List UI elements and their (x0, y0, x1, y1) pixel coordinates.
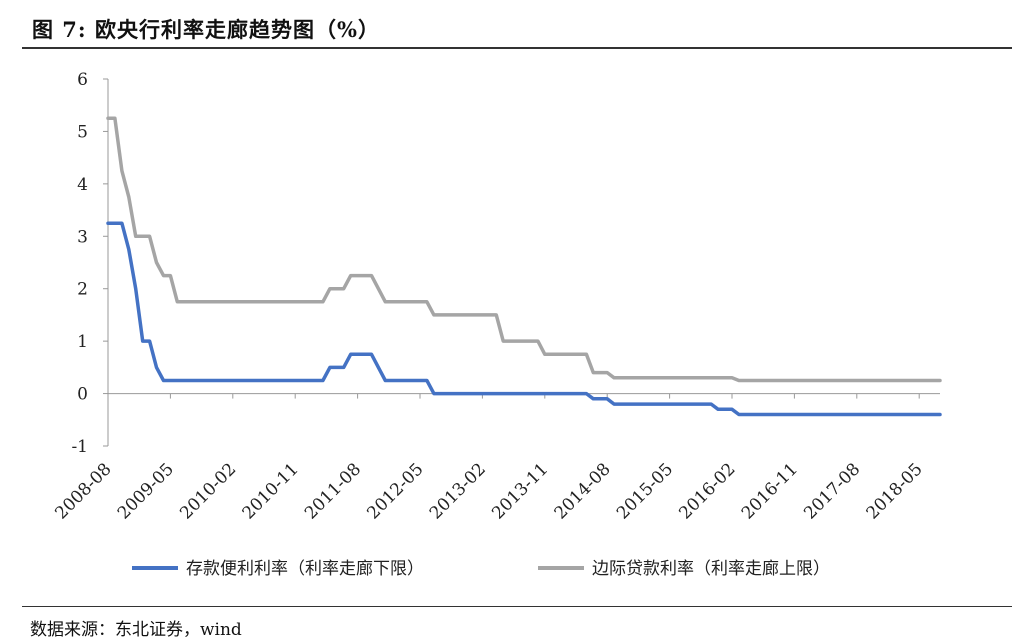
x-tick-label: 2012-05 (363, 459, 427, 523)
legend-item-lending-label: 边际贷款利率（利率走廊上限） (592, 559, 830, 579)
x-tick-label: 2015-05 (613, 459, 677, 523)
x-tick-label: 2010-11 (239, 459, 303, 523)
y-tick-label: 0 (77, 385, 88, 405)
x-tick-label: 2013-11 (488, 459, 552, 523)
x-tick-label: 2009-05 (114, 459, 178, 523)
x-tick-label: 2013-02 (426, 459, 490, 523)
x-tick-label: 2011-08 (301, 459, 365, 523)
y-tick-label: 3 (77, 227, 88, 247)
x-tick-label: 2017-08 (800, 459, 864, 523)
y-tick-label: 6 (77, 70, 88, 90)
line-chart: -101234562008-082009-052010-022010-11201… (51, 70, 942, 579)
x-tick-label: 2008-08 (51, 459, 115, 523)
series-lines (106, 116, 942, 417)
x-tick-label: 2014-08 (551, 459, 615, 523)
x-tick-label: 2016-02 (675, 459, 739, 523)
source-note: 数据来源：东北证券，wind (30, 620, 242, 640)
axes: -101234562008-082009-052010-022010-11201… (51, 70, 940, 523)
y-tick-label: 5 (77, 122, 88, 142)
y-tick-label: 4 (77, 175, 88, 195)
y-tick-label: 2 (77, 280, 88, 300)
marginal-lending-rate-line (106, 116, 942, 383)
deposit-facility-rate-line (106, 221, 942, 417)
bottom-divider (22, 606, 1012, 607)
chart-title: 图 7: 欧央行利率走廊趋势图（%） (32, 17, 380, 42)
x-tick-label: 2018-05 (863, 459, 927, 523)
x-tick-label: 2010-02 (176, 459, 240, 523)
y-tick-label: -1 (71, 437, 88, 457)
x-tick-label: 2016-11 (738, 459, 802, 523)
legend: 存款便利利率（利率走廊下限） 边际贷款利率（利率走廊上限） (132, 559, 830, 579)
legend-item-deposit-label: 存款便利利率（利率走廊下限） (186, 559, 424, 579)
top-divider (22, 47, 1012, 49)
y-tick-label: 1 (77, 332, 88, 352)
